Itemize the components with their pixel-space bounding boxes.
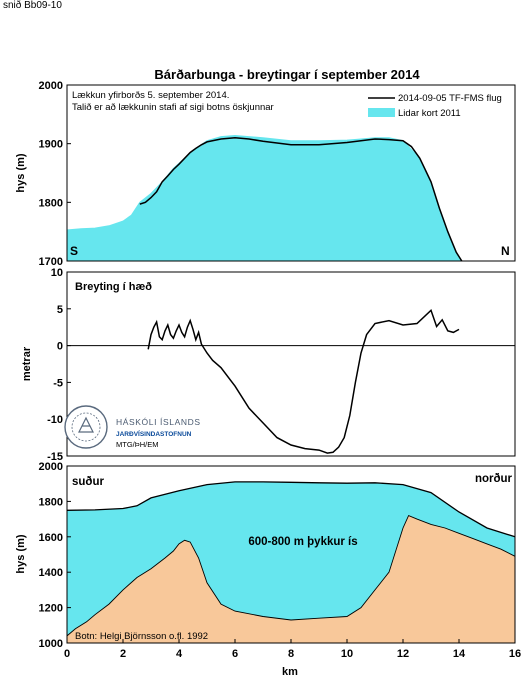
bottom-ytick-label: 1400	[39, 567, 63, 579]
bottom-axes: 1000 1200 1400 1600 1800 2000 0 2 4 6 8 10 12 14 16	[39, 461, 522, 660]
top-plot-frame	[66, 84, 516, 262]
middle-ytick-label: 0	[57, 341, 63, 353]
legend-fill-label: Lidar kort 2011	[398, 108, 461, 119]
bottom-xtick-label: 14	[453, 648, 466, 660]
profile-id-label: snið Bb09-10	[3, 0, 62, 11]
bedrock-area	[67, 515, 515, 643]
chart-title: Bárðarbunga - breytingar í september 201…	[154, 67, 420, 82]
top-ytick-label: 1900	[39, 139, 63, 151]
ice-surface-line	[66, 481, 516, 538]
bottom-x-label: km	[282, 666, 298, 678]
bottom-xtick-label: 4	[176, 648, 183, 660]
logo-line-1: HÁSKÓLI ÍSLANDS	[116, 417, 201, 427]
middle-ytick-label: 10	[51, 267, 63, 279]
middle-panel: -15 -10 -5 0 5 10 metrar Breyting í hæð HÁSKÓ…	[21, 267, 516, 463]
top-data-layer	[66, 134, 463, 262]
bottom-ytick-label: 2000	[39, 461, 63, 473]
bottom-xtick-label: 10	[341, 648, 353, 660]
university-seal	[64, 405, 108, 449]
middle-y-label: metrar	[21, 346, 33, 381]
bottom-ytick-label: 1800	[39, 496, 63, 508]
top-annotation-1: Lækkun yfirborðs 5. september 2014.	[72, 90, 229, 101]
middle-ytick-label: -15	[47, 451, 63, 463]
top-corner-right: N	[501, 244, 510, 258]
elevation-change-line	[147, 308, 460, 454]
bottom-xtick-label: 8	[288, 648, 294, 660]
bedrock-line	[66, 515, 516, 637]
top-ytick-label: 1700	[39, 256, 63, 268]
university-seal-inner	[71, 412, 101, 442]
label-north: norður	[475, 473, 513, 485]
bottom-xtick-label: 0	[64, 648, 70, 660]
bottom-ytick-label: 1600	[39, 532, 63, 544]
bottom-ytick-label: 1000	[39, 638, 63, 650]
middle-y-axis: -15 -10 -5 0 5 10	[47, 267, 71, 463]
legend-line-label: 2014-09-05 TF-FMS flug	[398, 93, 502, 104]
middle-ytick-label: 5	[57, 304, 63, 316]
bottom-y-label: hys (m)	[15, 534, 27, 573]
bottom-data-layer	[66, 481, 516, 643]
label-south: suður	[72, 476, 104, 488]
legend-fill-swatch	[368, 108, 395, 117]
top-panel: 1700 1800 1900 2000 hys (m) Lækkun yfirborð…	[15, 80, 516, 268]
bottom-xtick-label: 6	[232, 648, 238, 660]
flight-2014-line	[139, 137, 463, 262]
bottom-xtick-label: 12	[397, 648, 409, 660]
lidar-2011-area	[66, 134, 463, 262]
middle-annotation: Breyting í hæð	[75, 281, 152, 293]
bottom-xtick-label: 2	[120, 648, 126, 660]
middle-plot-frame	[66, 271, 516, 457]
top-y-label: hys (m)	[15, 153, 27, 192]
top-ytick-label: 1800	[39, 197, 63, 209]
middle-ytick-label: -5	[53, 377, 63, 389]
bottom-panel: 1000 1200 1400 1600 1800 2000 0 2 4 6 8 10 12 14 16 hy…	[15, 461, 521, 678]
logo-line-2: JARÐVÍSINDASTOFNUN	[116, 429, 192, 438]
bottom-ytick-label: 1200	[39, 603, 63, 615]
middle-data-layer	[67, 308, 515, 454]
top-annotation-2: Talið er að lækkunin stafi af sigi botns…	[72, 102, 274, 113]
university-seal-emblem	[78, 416, 94, 433]
top-corner-left: S	[70, 244, 78, 258]
top-ytick-label: 2000	[39, 80, 63, 92]
middle-ytick-label: -10	[47, 414, 63, 426]
label-ice-thickness: 600-800 m þykkur ís	[248, 536, 357, 548]
logo-line-3: MTG/ÞH/EM	[116, 440, 159, 449]
university-logo: HÁSKÓLI ÍSLANDS JARÐVÍSINDASTOFNUN MTG/Þ…	[64, 405, 201, 449]
top-y-axis: 1700 1800 1900 2000	[39, 80, 71, 268]
label-bed-source: Botn: Helgi Björnsson o.fl. 1992	[75, 631, 208, 642]
bottom-xtick-label: 16	[509, 648, 521, 660]
